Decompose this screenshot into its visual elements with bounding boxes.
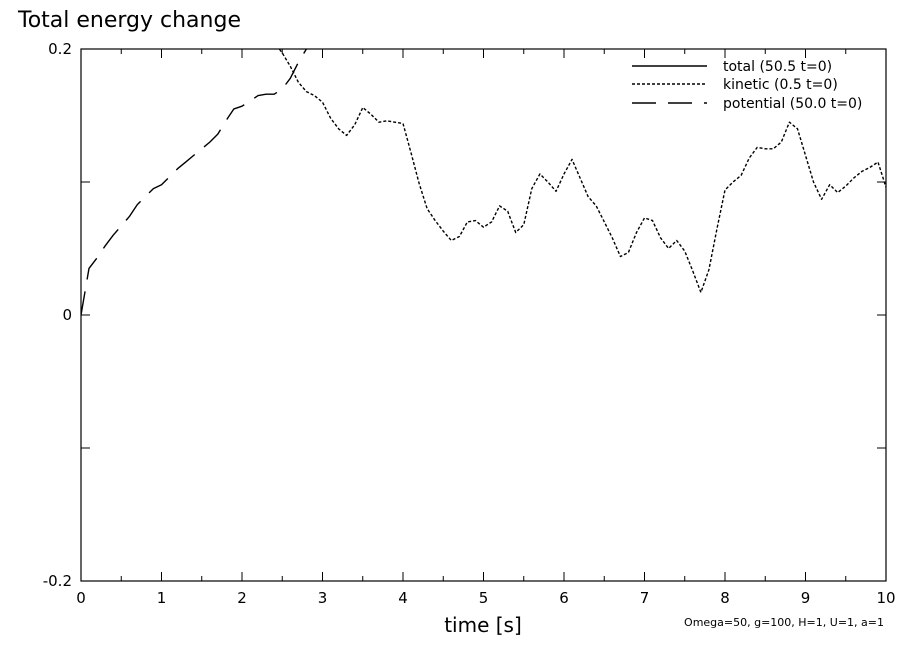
- x-tick-label: 7: [640, 589, 650, 607]
- y-tick-label: -0.2: [43, 572, 72, 590]
- y-tick-label: 0: [62, 306, 72, 324]
- y-tick-label: 0.2: [48, 40, 72, 58]
- legend: total (50.5 t=0) kinetic (0.5 t=0) poten…: [632, 59, 862, 112]
- x-tick-label: 4: [398, 589, 408, 607]
- series-line-potential-segment-3: [777, 0, 809, 1]
- legend-label-total: total (50.5 t=0): [723, 59, 832, 75]
- x-tick-label: 8: [720, 589, 730, 607]
- plot-frame: [80, 48, 887, 582]
- series-layer: [81, 0, 886, 316]
- series-line-kinetic: [278, 49, 886, 294]
- x-tick-label: 9: [801, 589, 811, 607]
- x-tick-label: 6: [559, 589, 569, 607]
- x-tick-labels: 0 1 2 3 4 5 6 7 8 9 10: [76, 589, 895, 607]
- legend-label-potential: potential (50.0 t=0): [723, 96, 862, 112]
- parameter-note: Omega=50, g=100, H=1, U=1, a=1: [684, 616, 884, 629]
- axis-ticks: [80, 48, 887, 582]
- x-tick-label: 10: [876, 589, 895, 607]
- legend-label-kinetic: kinetic (0.5 t=0): [723, 77, 838, 93]
- x-tick-label: 5: [479, 589, 489, 607]
- chart-title: Total energy change: [17, 8, 241, 33]
- x-tick-label: 2: [237, 589, 247, 607]
- x-tick-label: 0: [76, 589, 86, 607]
- x-tick-label: 1: [157, 589, 167, 607]
- x-tick-label: 3: [318, 589, 328, 607]
- x-axis-label: time [s]: [444, 613, 522, 637]
- series-line-potential: [81, 49, 308, 316]
- y-tick-labels: -0.2 0 0.2: [43, 40, 72, 590]
